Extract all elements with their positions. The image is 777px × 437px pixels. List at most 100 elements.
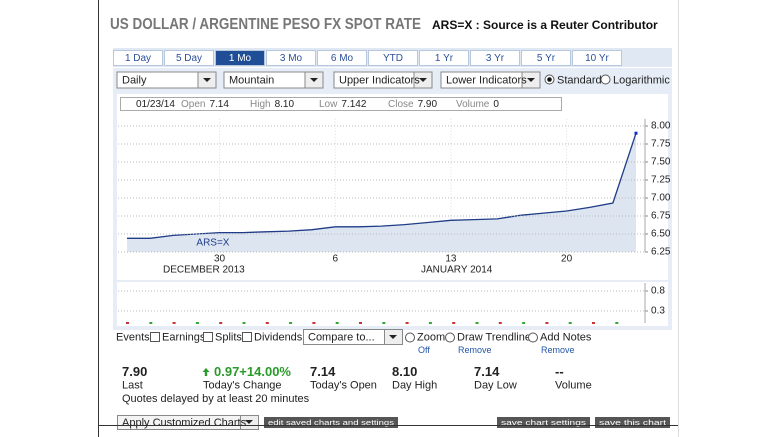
dropdown-label: Upper Indicators bbox=[339, 74, 420, 86]
apply-dropdown[interactable]: Apply Customized Charts bbox=[117, 415, 259, 430]
range-tab[interactable]: 10 Yr bbox=[572, 50, 622, 66]
checkbox[interactable]: Dividends bbox=[242, 331, 303, 343]
tab-background bbox=[317, 50, 367, 66]
dropdown[interactable]: Upper Indicators bbox=[333, 71, 433, 89]
quote-label: Low bbox=[319, 99, 338, 110]
y-tick-label: 0.3 bbox=[651, 306, 665, 317]
chart: 30 6 13 20 DECEMBER 2013 JANUARY 2014 ARS=X 8.0… bbox=[118, 118, 671, 324]
event-marker bbox=[545, 322, 549, 324]
tool-link[interactable]: Remove bbox=[541, 345, 575, 355]
event-marker bbox=[219, 322, 223, 324]
event-marker bbox=[475, 322, 479, 324]
quote-label: Open bbox=[181, 99, 205, 110]
checkbox[interactable]: Earnings bbox=[150, 331, 206, 343]
subtitle: ARS=X : Source is a Reuter Contributor bbox=[432, 18, 658, 32]
tab-label: 10 Yr bbox=[585, 53, 609, 64]
tool-radio[interactable]: Draw Trendlines bbox=[445, 331, 537, 343]
range-tab[interactable]: YTD bbox=[368, 50, 418, 66]
event-marker bbox=[195, 322, 199, 324]
stat-value: 7.14 bbox=[310, 364, 336, 379]
y-tick-label: 0.8 bbox=[651, 286, 665, 297]
quote-value: 8.10 bbox=[275, 99, 295, 110]
button[interactable]: edit saved charts and settings bbox=[264, 417, 398, 428]
quote-value: 0 bbox=[493, 99, 499, 110]
quote-date: 01/23/14 bbox=[136, 99, 175, 110]
tab-background bbox=[266, 50, 316, 66]
tab-label: 1 Mo bbox=[229, 53, 252, 64]
checkbox-label: Dividends bbox=[254, 331, 303, 343]
stat-value: -- bbox=[555, 364, 564, 379]
dropdown[interactable]: Daily bbox=[116, 71, 217, 89]
checkbox-label: Earnings bbox=[162, 331, 206, 343]
tab-label: 5 Day bbox=[176, 53, 202, 64]
button[interactable]: save this chart bbox=[595, 417, 670, 428]
range-tab[interactable]: 1 Yr bbox=[419, 50, 469, 66]
tab-background bbox=[215, 50, 265, 66]
event-marker bbox=[615, 322, 619, 324]
stat-value: 7.90 bbox=[122, 364, 147, 379]
tab-background bbox=[521, 50, 571, 66]
range-tab[interactable]: 6 Mo bbox=[317, 50, 367, 66]
radio-circle bbox=[405, 332, 415, 343]
button-label: save this chart bbox=[599, 420, 666, 427]
tool-radio[interactable]: Add Notes bbox=[528, 331, 592, 343]
event-marker bbox=[568, 322, 572, 324]
range-tab[interactable]: 1 Day bbox=[113, 50, 163, 66]
dropdown[interactable]: Mountain bbox=[223, 71, 324, 89]
event-marker bbox=[289, 322, 293, 324]
range-tab[interactable]: 3 Mo bbox=[266, 50, 316, 66]
button[interactable]: save chart settings bbox=[497, 417, 590, 428]
dropdown[interactable]: Lower Indicators bbox=[440, 71, 541, 89]
compare-dropdown[interactable]: Compare to... bbox=[303, 329, 403, 345]
x-tick-label: 20 bbox=[561, 254, 573, 265]
radio[interactable]: Logarithmic bbox=[600, 74, 670, 86]
event-marker bbox=[382, 322, 386, 324]
tool-link[interactable]: Remove bbox=[458, 345, 492, 355]
up-arrow bbox=[202, 368, 210, 376]
tab-background bbox=[470, 50, 520, 66]
y-tick-label: 7.75 bbox=[651, 139, 671, 150]
dropdown-arrow bbox=[389, 335, 397, 339]
x-tick-label: 6 bbox=[332, 254, 338, 265]
quote-label: Close bbox=[388, 99, 414, 110]
tab-background bbox=[164, 50, 214, 66]
tab-label: 6 Mo bbox=[331, 53, 354, 64]
range-tab[interactable]: 5 Day bbox=[164, 50, 214, 66]
button-label: Apply Customized Charts bbox=[122, 417, 247, 429]
y-tick-label: 6.50 bbox=[651, 229, 671, 240]
event-marker bbox=[126, 322, 129, 324]
checkbox-box bbox=[242, 332, 252, 342]
series-label: ARS=X bbox=[196, 238, 229, 249]
last-point bbox=[634, 131, 638, 135]
event-marker bbox=[428, 322, 432, 324]
quote-value: 7.90 bbox=[418, 99, 438, 110]
line bbox=[127, 132, 637, 239]
range-tab[interactable]: 1 Mo bbox=[215, 50, 265, 66]
tool-label: Zoom bbox=[417, 331, 445, 343]
radio[interactable]: Standard bbox=[544, 74, 602, 86]
range-tab[interactable]: 3 Yr bbox=[470, 50, 520, 66]
y-tick-label: 6.25 bbox=[651, 247, 671, 258]
event-marker bbox=[172, 322, 176, 324]
event-marker bbox=[242, 322, 246, 324]
stat-label: Today's Open bbox=[310, 379, 377, 391]
stat-value: 7.14 bbox=[474, 364, 500, 379]
event-marker bbox=[452, 322, 456, 324]
event-marker bbox=[405, 322, 409, 324]
event-marker bbox=[592, 322, 595, 324]
x-tick-label: 13 bbox=[445, 254, 457, 265]
tool-link[interactable]: Off bbox=[418, 345, 430, 355]
tab-background bbox=[368, 50, 418, 66]
y-tick-label: 7.25 bbox=[651, 175, 671, 186]
tool-radio[interactable]: Zoom bbox=[405, 331, 446, 343]
quote-value: 7.142 bbox=[341, 99, 366, 110]
range-tab[interactable]: 5 Yr bbox=[521, 50, 571, 66]
radio-circle bbox=[528, 332, 538, 343]
quote-bar bbox=[120, 97, 562, 111]
stat-label: Last bbox=[122, 379, 143, 391]
tab-label: 3 Yr bbox=[486, 53, 505, 64]
checkbox[interactable]: Splits bbox=[203, 331, 243, 343]
event-marker bbox=[312, 322, 316, 324]
